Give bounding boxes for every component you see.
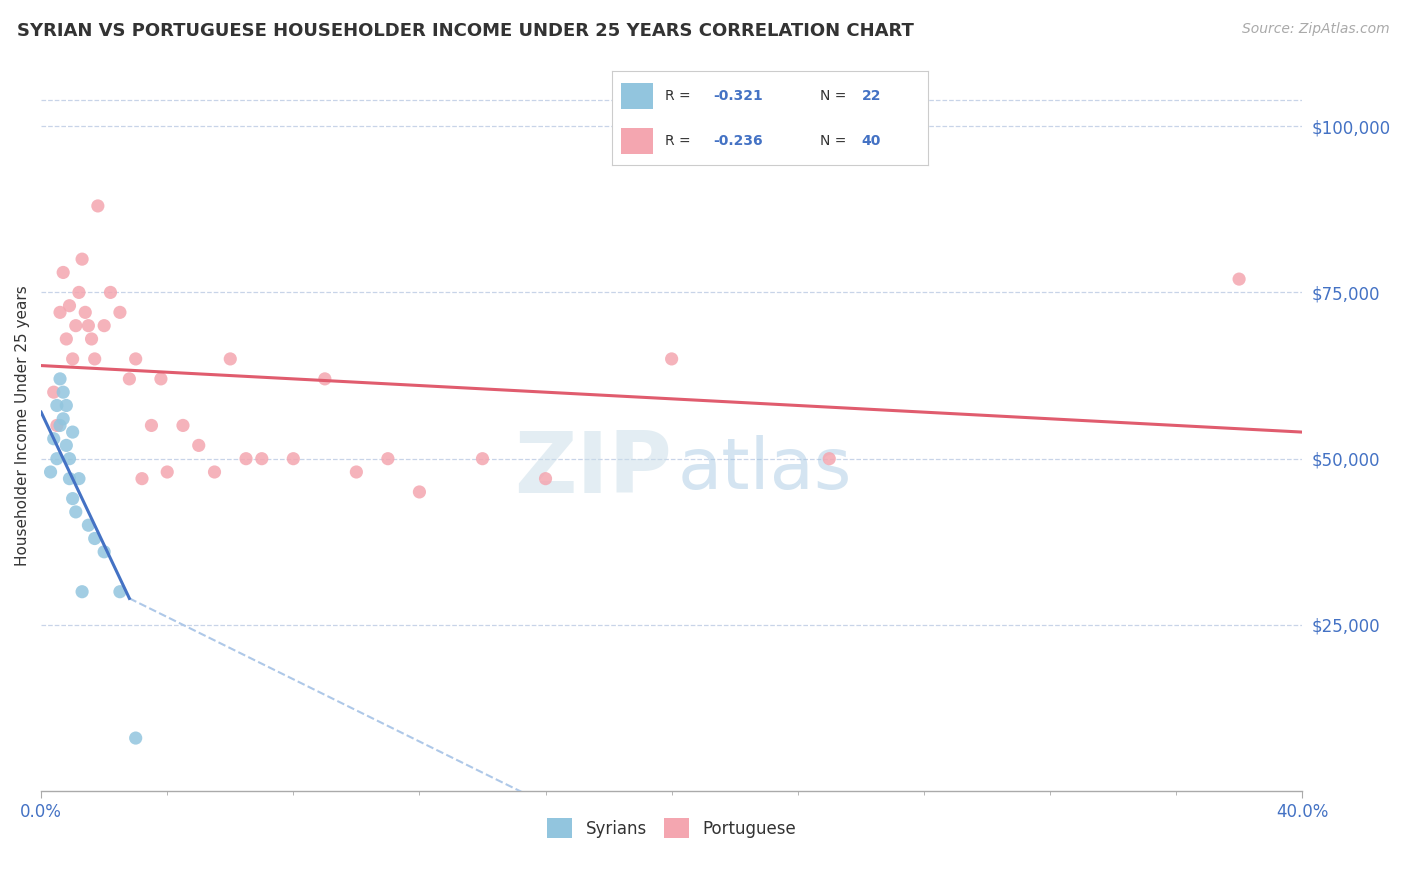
Legend: Syrians, Portuguese: Syrians, Portuguese (541, 812, 803, 845)
Point (408, 485, 430, 500)
Point (344, 465, 367, 479)
Text: R =: R = (665, 88, 696, 103)
Point (377, 451, 399, 466)
Point (45, 451, 67, 466)
Point (55, 332, 77, 346)
Point (219, 351, 242, 366)
Point (80, 332, 103, 346)
Point (62, 351, 84, 366)
Point (65, 505, 87, 519)
Point (235, 451, 257, 466)
Point (108, 305, 131, 319)
Point (55, 399, 77, 413)
Point (70, 584, 93, 599)
Point (67, 285, 90, 300)
Point (70, 252, 93, 267)
Point (55, 438, 77, 452)
Point (58, 299, 80, 313)
Point (52, 411, 75, 425)
Y-axis label: Householder Income Under 25 years: Householder Income Under 25 years (15, 285, 30, 566)
Point (471, 451, 494, 466)
Point (83, 532, 105, 546)
Point (83, 351, 105, 366)
Point (67, 472, 90, 486)
Point (149, 372, 172, 386)
Point (49, 305, 72, 319)
Point (172, 418, 194, 433)
Point (62, 425, 84, 439)
Point (818, 451, 841, 466)
Text: N =: N = (821, 134, 851, 148)
Point (42, 432, 65, 446)
Point (534, 472, 557, 486)
Point (49, 418, 72, 433)
Point (1227, 272, 1250, 286)
Point (156, 465, 179, 479)
Text: Source: ZipAtlas.com: Source: ZipAtlas.com (1241, 22, 1389, 37)
Point (125, 351, 148, 366)
Point (131, 472, 153, 486)
Point (93, 545, 115, 559)
Point (49, 372, 72, 386)
Point (100, 285, 122, 300)
Point (77, 518, 100, 533)
Text: R =: R = (665, 134, 696, 148)
Point (39, 465, 62, 479)
Text: atlas: atlas (678, 434, 852, 504)
Point (75, 305, 97, 319)
Point (661, 351, 683, 366)
Point (118, 372, 141, 386)
Text: -0.236: -0.236 (713, 134, 762, 148)
FancyBboxPatch shape (621, 83, 652, 109)
Text: 22: 22 (862, 88, 882, 103)
Point (141, 418, 163, 433)
Point (58, 451, 80, 466)
Point (62, 491, 84, 506)
Point (125, 731, 148, 745)
Point (93, 318, 115, 333)
Text: -0.321: -0.321 (713, 88, 762, 103)
Text: SYRIAN VS PORTUGUESE HOUSEHOLDER INCOME UNDER 25 YEARS CORRELATION CHART: SYRIAN VS PORTUGUESE HOUSEHOLDER INCOME … (17, 22, 914, 40)
Point (45, 418, 67, 433)
Point (204, 465, 226, 479)
Point (58, 472, 80, 486)
Point (87, 199, 110, 213)
Point (187, 438, 209, 452)
Point (108, 584, 131, 599)
FancyBboxPatch shape (621, 128, 652, 153)
Point (45, 399, 67, 413)
Text: ZIP: ZIP (513, 428, 672, 511)
Point (52, 385, 75, 400)
Point (250, 451, 273, 466)
Point (42, 385, 65, 400)
Point (314, 372, 336, 386)
Text: 40: 40 (862, 134, 882, 148)
Text: N =: N = (821, 88, 851, 103)
Point (52, 265, 75, 279)
Point (65, 318, 87, 333)
Point (77, 318, 100, 333)
Point (283, 451, 305, 466)
